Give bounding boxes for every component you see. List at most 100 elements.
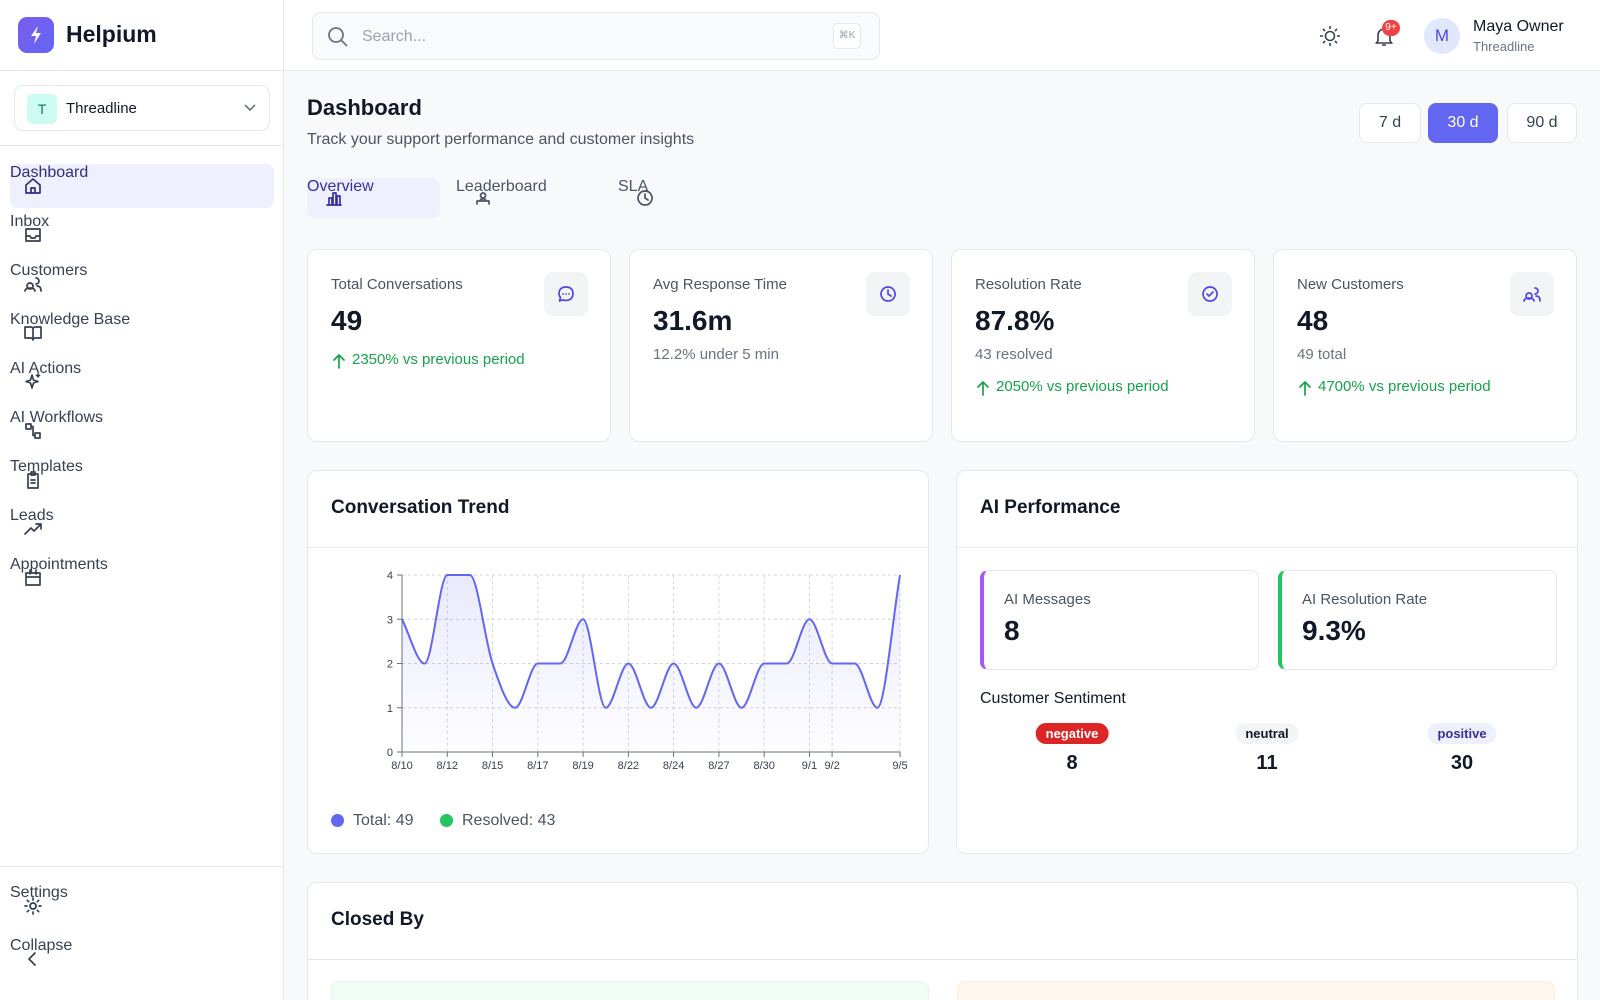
area — [402, 575, 900, 752]
range-button[interactable]: 7 d — [1359, 103, 1421, 143]
nav-label: AI Workflows — [10, 409, 104, 426]
icon — [27, 471, 39, 489]
icon — [333, 354, 345, 369]
stat-card: Total Conversations 49 2350% vs previous p… — [307, 249, 611, 442]
stat-sub: 49 total — [1297, 346, 1347, 363]
sidebar: Helpium T Threadline Dashboard Inbox Custo… — [0, 0, 284, 1000]
sentiment-count: 11 — [1256, 752, 1278, 774]
stat-card: Avg Response Time 31.6m 12.2% under 5 min — [629, 249, 933, 442]
shortcut: ⌘K — [833, 23, 861, 49]
divider — [0, 145, 284, 146]
icon — [1202, 286, 1218, 302]
nav-label: Knowledge Base — [10, 311, 131, 328]
legend-swatch — [331, 814, 344, 827]
nav-item[interactable]: Knowledge Base — [10, 311, 274, 355]
ai-metric-card: AI Resolution Rate 9.3% — [1278, 570, 1557, 670]
legend-label: Total: 49 — [353, 812, 414, 829]
ai-metric-value: 8 — [1004, 615, 1020, 646]
y-tick-label: 1 — [387, 703, 393, 715]
icon — [24, 523, 42, 535]
workspace-name: Threadline — [66, 100, 137, 117]
avatar[interactable]: M — [1424, 18, 1460, 54]
tab[interactable]: SLA — [618, 178, 698, 218]
nav-item[interactable]: Dashboard — [10, 164, 274, 208]
icon — [25, 178, 41, 194]
sentiment-tag: positive — [1427, 723, 1497, 744]
x-tick-label: 8/15 — [482, 760, 503, 772]
stat-value: 87.8% — [975, 305, 1055, 336]
sentiment-count: 8 — [1066, 752, 1078, 774]
icon — [25, 423, 41, 439]
stat-label: Total Conversations — [331, 276, 463, 293]
stat-icon — [866, 272, 910, 316]
icon — [637, 190, 653, 206]
line — [401, 574, 901, 709]
topbar: Search... ⌘K 9+ M Maya Owner Threadline — [284, 0, 1600, 71]
icon — [1523, 287, 1541, 302]
tab[interactable]: Leaderboard — [456, 178, 606, 218]
x-tick-label: 8/30 — [753, 760, 774, 772]
closed-by-box — [331, 981, 929, 1000]
page-title: Dashboard — [307, 95, 422, 120]
x-tick-label: 8/22 — [618, 760, 639, 772]
nav-item[interactable]: AI Workflows — [10, 409, 274, 453]
nav-item[interactable]: Templates — [10, 458, 274, 502]
nav-item[interactable]: Customers — [10, 262, 274, 306]
closed-by-box — [957, 981, 1555, 1000]
stat-value: 49 — [331, 305, 363, 336]
ai-metric-label: AI Resolution Rate — [1302, 591, 1428, 608]
icon — [25, 569, 41, 586]
nav-label: Templates — [10, 458, 83, 475]
stat-icon — [1510, 272, 1554, 316]
icon — [24, 897, 42, 915]
nav-item[interactable]: Collapse — [10, 937, 274, 981]
nav-item[interactable]: Leads — [10, 507, 274, 551]
tab[interactable]: Overview — [307, 178, 440, 218]
nav-label: AI Actions — [10, 360, 82, 377]
divider — [308, 959, 1577, 960]
nav-label: Settings — [10, 884, 68, 901]
sentiment-tag: negative — [1035, 723, 1109, 744]
icon — [1299, 381, 1311, 396]
x-tick-label: 8/10 — [391, 760, 412, 772]
x-tick-label: 8/12 — [437, 760, 458, 772]
nav-label: Inbox — [10, 213, 50, 230]
icon — [977, 381, 989, 396]
page-subtitle: Track your support performance and custo… — [307, 131, 695, 148]
stat-icon — [1188, 272, 1232, 316]
ai-card: AI Performance AI Messages 8 AI Resolution… — [956, 470, 1578, 854]
logo[interactable] — [18, 17, 54, 53]
stat-sub: 12.2% under 5 min — [653, 346, 779, 363]
divider — [957, 547, 1577, 548]
nav-label: Dashboard — [10, 164, 89, 181]
nav-label: Customers — [10, 262, 88, 279]
nav-item[interactable]: Inbox — [10, 213, 274, 257]
stat-change: 2350% vs previous period — [352, 351, 525, 368]
tab-label: SLA — [618, 178, 649, 195]
search[interactable]: Search... ⌘K — [312, 12, 880, 60]
x-tick-label: 9/1 — [802, 760, 817, 772]
search-placeholder: Search... — [362, 28, 427, 45]
notification-badge: 9+ — [1382, 20, 1400, 36]
range-button[interactable]: 90 d — [1507, 103, 1577, 143]
x-tick-label: 8/17 — [527, 760, 548, 772]
tab-label: Overview — [307, 178, 374, 195]
stat-sub: 43 resolved — [975, 346, 1053, 363]
divider — [0, 866, 284, 867]
theme-toggle[interactable] — [1318, 24, 1342, 48]
sentiment-title: Customer Sentiment — [980, 690, 1126, 707]
nav-item[interactable]: Appointments — [10, 556, 274, 600]
icon — [558, 286, 574, 302]
sentiment-tag: neutral — [1235, 723, 1299, 744]
nav-item[interactable]: Settings — [10, 884, 274, 928]
stat-change: 4700% vs previous period — [1318, 378, 1491, 395]
nav-label: Collapse — [10, 937, 73, 954]
stat-value: 48 — [1297, 305, 1329, 336]
y-tick-label: 4 — [387, 570, 393, 582]
divider — [0, 70, 284, 71]
ai-metric-value: 9.3% — [1302, 615, 1366, 646]
range-button[interactable]: 30 d — [1428, 103, 1498, 143]
workspace-select[interactable]: T Threadline — [14, 85, 270, 131]
nav-item[interactable]: AI Actions — [10, 360, 274, 404]
